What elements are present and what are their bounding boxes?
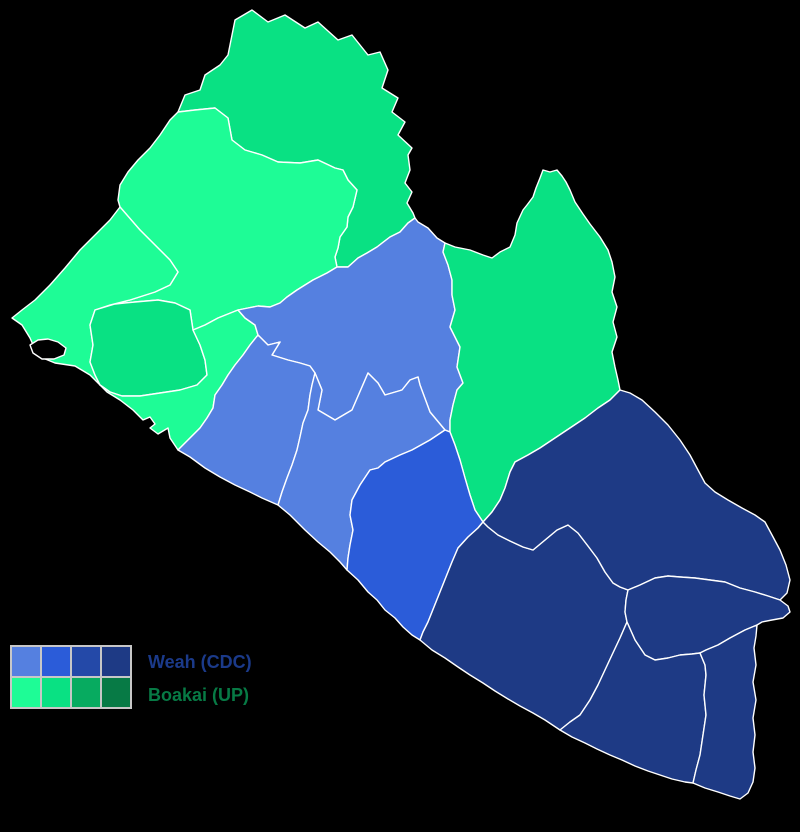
map-legend: Weah (CDC) Boakai (UP) — [10, 645, 252, 709]
boakai-swatch-3 — [72, 678, 100, 707]
county-rivercess — [346, 429, 484, 641]
weah-swatch-1 — [12, 647, 40, 676]
legend-swatch-grid — [10, 645, 132, 709]
boakai-swatch-2 — [42, 678, 70, 707]
county-bomi — [89, 299, 208, 397]
county-margibi — [177, 334, 316, 506]
legend-label-weah: Weah (CDC) — [148, 651, 252, 672]
lake-piso — [29, 338, 67, 360]
boakai-swatch-1 — [12, 678, 40, 707]
weah-swatch-2 — [42, 647, 70, 676]
legend-labels: Weah (CDC) Boakai (UP) — [138, 645, 252, 711]
weah-swatch-3 — [72, 647, 100, 676]
legend-label-boakai: Boakai (UP) — [148, 684, 250, 705]
legend-row-weah — [12, 647, 130, 676]
legend-row-boakai — [12, 678, 130, 707]
boakai-swatch-4 — [102, 678, 130, 707]
county-maryland — [692, 624, 758, 800]
county-nimba — [442, 169, 621, 523]
weah-swatch-4 — [102, 647, 130, 676]
